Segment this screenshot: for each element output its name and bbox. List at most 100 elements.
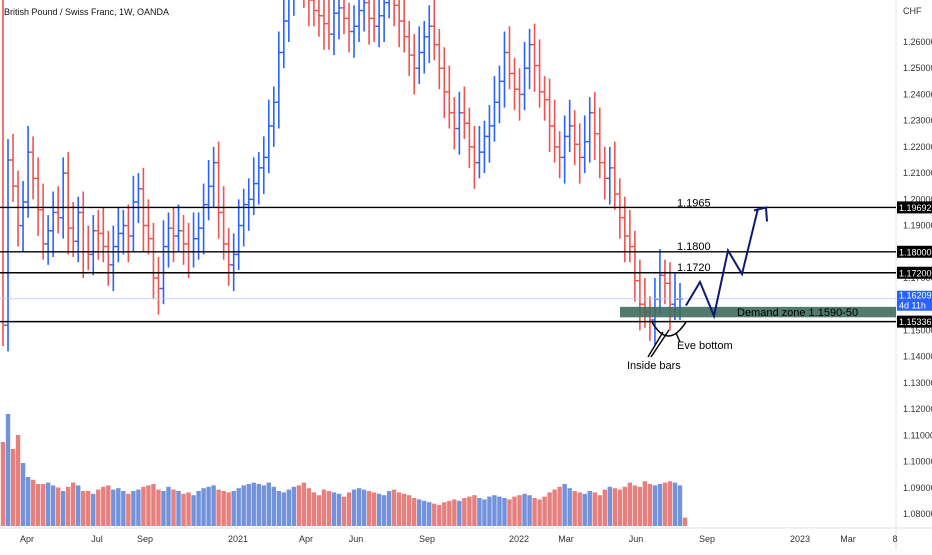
volume-bar: [15, 435, 21, 526]
ohlc-bar: [356, 0, 363, 42]
ohlc-bar: [501, 31, 508, 108]
y-tick-label: 1.11000: [903, 430, 932, 440]
volume-bar: [552, 489, 557, 526]
volume-bar: [321, 489, 327, 526]
volume-bar: [532, 498, 537, 526]
ohlc-bar: [496, 65, 503, 124]
volume-bar: [376, 493, 382, 526]
ohlc-bar: [303, 0, 305, 8]
x-tick-label: 2023: [790, 534, 810, 544]
ohlc-bar: [260, 136, 267, 195]
ohlc-bar: [441, 47, 448, 119]
volume-bar: [572, 491, 577, 526]
ohlc-bar: [308, 0, 312, 27]
volume-bar: [527, 495, 532, 526]
ohlc-bar: [596, 107, 603, 179]
ohlc-bar: [641, 277, 648, 328]
x-tick-label: 8: [892, 534, 897, 544]
y-tick-label: 1.22000: [903, 142, 932, 152]
ohlc-bar: [376, 0, 383, 48]
ohlc-bar: [285, 0, 290, 42]
ohlc-bar: [581, 115, 588, 174]
volume-bar: [432, 503, 437, 526]
ohlc-bar: [293, 0, 295, 16]
price-axis[interactable]: CHF 1.26000 1.25000 1.24000 1.23000 1.22000 1.…: [897, 6, 932, 519]
ohlc-bar: [481, 120, 488, 174]
volume-bar: [176, 491, 181, 526]
ohlc-bar: [491, 76, 498, 142]
ohlc-bar: [25, 125, 32, 218]
y-tick-label: 1.24000: [903, 89, 932, 99]
volume-bar: [191, 495, 196, 526]
volume-bar: [126, 493, 131, 526]
inside-bars-pointer-2: [650, 329, 670, 358]
volume-bar: [381, 495, 387, 526]
volume-bar: [637, 486, 643, 526]
ohlc-bar: [371, 0, 378, 42]
volume-bar: [311, 492, 317, 526]
x-tick-label: Apr: [20, 534, 34, 544]
volume-bar: [35, 484, 41, 526]
volume-bar: [366, 491, 372, 526]
volume-bar: [647, 484, 653, 526]
ohlc-bar: [2, 0, 6, 347]
volume-bar: [412, 498, 417, 526]
volume-bar: [407, 495, 412, 526]
x-tick-label: Jul: [91, 534, 103, 544]
y-tick-label: 1.09000: [903, 483, 932, 493]
ohlc-bar: [661, 259, 668, 305]
volume-bar: [331, 492, 337, 526]
ohlc-bar: [215, 141, 222, 239]
ohlc-bar: [526, 28, 533, 90]
volume-bar: [602, 489, 607, 526]
volume-bar: [396, 492, 402, 526]
ohlc-bar: [393, 0, 398, 27]
ohlc-bars-layer: [2, 0, 683, 352]
price-level-tag-label: 1.17200: [899, 268, 932, 278]
ohlc-bar: [320, 0, 327, 50]
ohlc-bar: [511, 57, 518, 111]
volume-bar: [592, 492, 597, 526]
ohlc-bar: [411, 34, 418, 95]
ohlc-bar: [165, 212, 172, 268]
volume-bar: [106, 485, 111, 526]
volume-bar: [306, 488, 312, 526]
time-axis[interactable]: Apr Jul Sep 2021 Apr Jun Sep 2022 Mar Jun Sep 2023 M…: [20, 534, 898, 544]
volume-bar: [231, 491, 236, 526]
x-tick-label: Mar: [840, 534, 856, 544]
ohlc-bar: [416, 26, 423, 84]
volume-bar: [607, 486, 612, 526]
demand-zone-rect: [620, 306, 896, 318]
volume-bar: [161, 491, 166, 526]
x-tick-label: Apr: [299, 534, 313, 544]
volume-bar: [442, 502, 447, 526]
ohlc-bar: [115, 207, 122, 263]
inside-bars-pointer-1: [647, 331, 664, 358]
ohlc-bar: [55, 186, 62, 234]
chart-title: British Pound / Swiss Franc, 1W, OANDA: [4, 7, 169, 17]
price-level-tag-label: 1.15336: [899, 317, 932, 327]
volume-bar: [417, 499, 422, 526]
volume-bar: [351, 489, 357, 526]
volume-bar: [662, 482, 668, 526]
volume-bar: [141, 486, 146, 526]
volume-bar: [156, 489, 161, 526]
volume-bar: [261, 485, 266, 526]
ohlc-bar: [396, 0, 403, 48]
x-tick-label: Sep: [699, 534, 715, 544]
ohlc-bar: [591, 91, 598, 160]
volume-bar: [336, 493, 342, 526]
volume-bar: [597, 495, 602, 526]
volume-bar: [256, 484, 261, 526]
ohlc-bar: [426, 5, 433, 63]
y-tick-label: 1.08000: [903, 509, 932, 519]
ohlc-bar: [250, 157, 257, 216]
volume-bar: [25, 477, 31, 526]
ohlc-bar: [50, 191, 57, 258]
y-tick-label: 1.26000: [903, 37, 932, 47]
volume-bar: [502, 498, 507, 526]
volume-bar: [296, 485, 302, 526]
volume-bar: [567, 488, 572, 526]
ohlc-bar: [335, 0, 342, 40]
